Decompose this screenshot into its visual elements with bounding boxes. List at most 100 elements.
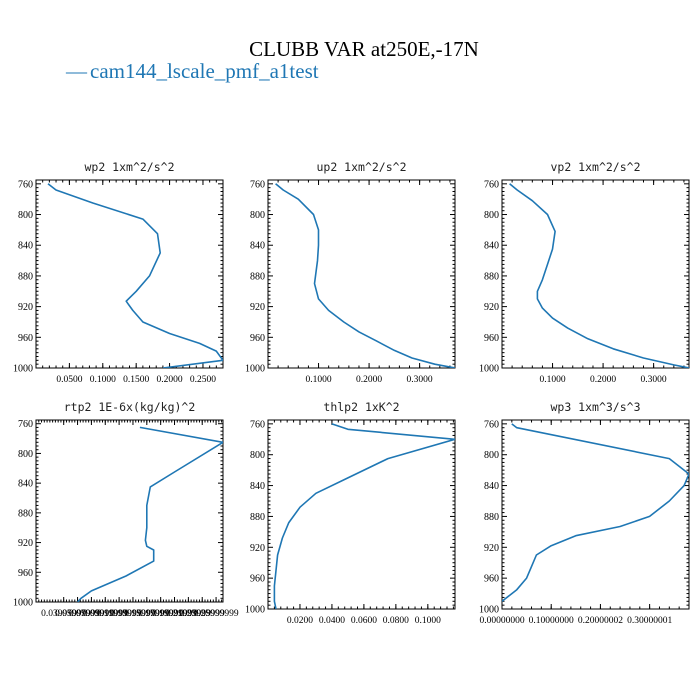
series-line — [47, 183, 223, 368]
x-tick-label: 0.20000002 — [578, 616, 623, 626]
x-tick-label: 0.0500 — [56, 375, 82, 385]
panel-6: wp3 1xm^3/s^3 760 800 840 880 920 960 10000.000… — [479, 400, 690, 626]
y-tick-label: 840 — [484, 241, 499, 252]
y-tick-label: 960 — [250, 333, 265, 344]
y-tick-label: 840 — [250, 481, 265, 492]
y-tick-label: 800 — [484, 450, 499, 461]
y-tick-label: 880 — [18, 271, 33, 282]
y-tick-label: 920 — [250, 302, 265, 313]
y-tick-label: 840 — [250, 241, 265, 252]
y-tick-label: 920 — [18, 538, 33, 549]
x-tick-label: 0.0800 — [383, 616, 409, 626]
y-tick-label: 960 — [250, 574, 265, 585]
series-line — [509, 183, 689, 368]
y-tick-label: 800 — [18, 449, 33, 460]
x-tick-label: 0.10000000 — [529, 616, 574, 626]
x-tick-label: 0.07999999 — [69, 609, 114, 619]
x-tick-label: 0.1000 — [539, 375, 565, 385]
y-tick-label: 920 — [484, 543, 499, 554]
plot-frame — [267, 419, 456, 610]
series-line — [502, 423, 689, 602]
y-tick-label: 920 — [484, 302, 499, 313]
y-tick-label: 840 — [18, 241, 33, 252]
plot-frame — [501, 419, 690, 610]
panel-title: wp2 1xm^2/s^2 — [84, 160, 174, 174]
panel-title: thlp2 1xK^2 — [323, 400, 399, 414]
y-tick-label: 960 — [484, 333, 499, 344]
y-tick-label: 1000 — [479, 364, 499, 375]
x-tick-label: 0.2000 — [157, 375, 183, 385]
y-tick-label: 960 — [484, 574, 499, 585]
x-tick-label: 0.23999999 — [180, 609, 225, 619]
x-tick-label: 0.17999999 — [138, 609, 183, 619]
series-line — [275, 183, 455, 368]
y-tick-label: 880 — [484, 271, 499, 282]
x-tick-label: 0.0600 — [351, 616, 377, 626]
panel-4: rtp2 1E-6x(kg/kg)^2 760 800 840 880 920 960 100… — [13, 400, 239, 619]
legend-series-name: cam144_lscale_pmf_a1test — [90, 59, 319, 83]
plot-frame — [267, 179, 456, 369]
plot-frame — [35, 419, 224, 603]
figure-title: CLUBB VAR at250E,-17N — [249, 37, 479, 61]
x-tick-label: 0.03999999 — [41, 609, 86, 619]
y-tick-label: 880 — [484, 512, 499, 523]
panel-1: wp2 1xm^2/s^2 760 800 840 880 920 960 1000 0.050… — [13, 160, 224, 385]
y-tick-label: 840 — [484, 481, 499, 492]
x-tick-label: 0.05999999 — [55, 609, 100, 619]
x-tick-label: 0.1000 — [305, 375, 331, 385]
y-tick-label: 880 — [250, 271, 265, 282]
y-tick-label: 1000 — [245, 605, 265, 616]
y-tick-label: 880 — [18, 508, 33, 519]
x-tick-label: 0.11999999 — [97, 609, 142, 619]
y-tick-label: 960 — [18, 333, 33, 344]
series-line — [273, 423, 455, 609]
x-tick-label: 0.15999999 — [124, 609, 169, 619]
x-tick-label: 0.0400 — [319, 616, 345, 626]
y-tick-label: 920 — [18, 302, 33, 313]
panel-5: thlp2 1xK^2 760 800 840 880 920 960 1000 0.0200 0… — [245, 400, 456, 626]
panel-title: vp2 1xm^2/s^2 — [550, 160, 640, 174]
x-tick-label: 0.21999999 — [166, 609, 211, 619]
y-tick-label: 1000 — [479, 605, 499, 616]
x-tick-label: 0.3000 — [407, 375, 433, 385]
y-tick-label: 1000 — [13, 598, 33, 609]
y-tick-label: 800 — [250, 210, 265, 221]
y-tick-label: 1000 — [245, 364, 265, 375]
x-tick-label: 0.1000 — [90, 375, 116, 385]
plot-frame — [501, 179, 690, 369]
y-tick-label: 880 — [250, 512, 265, 523]
x-tick-label: 0.19999999 — [152, 609, 197, 619]
x-tick-label: 0.00000000 — [479, 616, 524, 626]
x-tick-label: 0.1500 — [123, 375, 149, 385]
x-tick-label: 0.2000 — [590, 375, 616, 385]
x-tick-label: 0.25999999 — [194, 609, 239, 619]
panel-title: rtp2 1E-6x(kg/kg)^2 — [64, 400, 196, 414]
x-tick-label: 0.09999999 — [83, 609, 128, 619]
y-tick-label: 760 — [18, 419, 33, 430]
panel-2: up2 1xm^2/s^2 760 800 840 880 920 960 1000 0.100… — [245, 160, 456, 385]
y-tick-label: 960 — [18, 568, 33, 579]
x-tick-label: 0.3000 — [641, 375, 667, 385]
panel-title: up2 1xm^2/s^2 — [316, 160, 406, 174]
plot-frame — [35, 179, 224, 369]
panels: wp2 1xm^2/s^2 760 800 840 880 920 960 1000 0.050… — [13, 160, 690, 626]
x-tick-label: 0.2000 — [356, 375, 382, 385]
y-tick-label: 800 — [250, 450, 265, 461]
y-tick-label: 760 — [18, 179, 33, 190]
legend: — cam144_lscale_pmf_a1test — [65, 59, 319, 83]
x-tick-label: 0.0200 — [287, 616, 313, 626]
legend-marker: — — [65, 59, 88, 83]
y-tick-label: 760 — [484, 179, 499, 190]
y-tick-label: 1000 — [13, 364, 33, 375]
x-tick-label: 0.13999999 — [110, 609, 155, 619]
y-tick-label: 760 — [250, 419, 265, 430]
x-tick-label: 0.1000 — [415, 616, 441, 626]
x-tick-label: 0.2500 — [190, 375, 216, 385]
y-tick-label: 800 — [484, 210, 499, 221]
x-tick-label: 0.30000001 — [627, 616, 672, 626]
y-tick-label: 760 — [484, 419, 499, 430]
series-line — [77, 426, 223, 602]
y-tick-label: 800 — [18, 210, 33, 221]
y-tick-label: 760 — [250, 179, 265, 190]
